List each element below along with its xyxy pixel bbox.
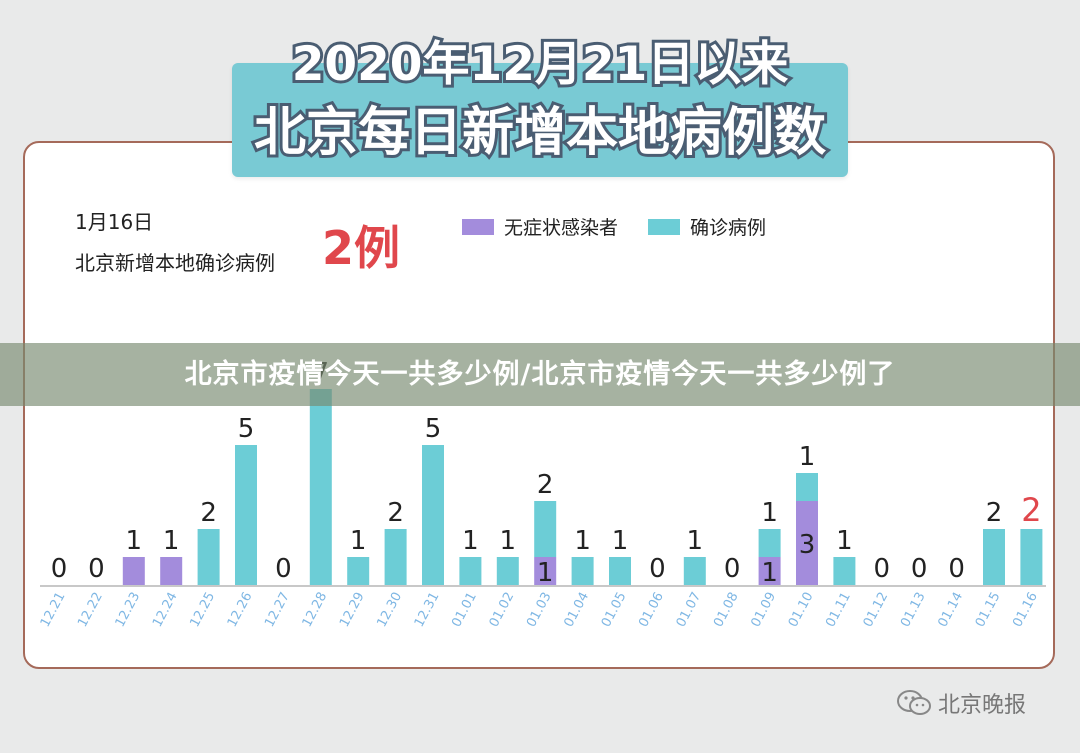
- x-tick-label: 01.05: [599, 590, 630, 630]
- data-label: 5: [425, 414, 442, 444]
- data-label: 1: [500, 526, 517, 556]
- data-label: 1: [350, 526, 367, 556]
- date-label: 1月16日: [75, 210, 154, 234]
- data-label: 0: [911, 554, 928, 584]
- legend-item-asymptomatic: 无症状感染者: [462, 213, 618, 240]
- data-label: 2: [387, 498, 404, 528]
- x-tick-label: 01.10: [786, 590, 817, 630]
- data-label: 0: [874, 554, 891, 584]
- data-label: 1: [761, 498, 778, 528]
- legend-swatch-confirmed: [648, 218, 681, 235]
- legend-label-confirmed: 确诊病例: [690, 217, 767, 239]
- x-tick-label: 01.13: [898, 590, 929, 630]
- data-label: 1: [612, 526, 629, 556]
- title-box: 2020年12月21日以来 北京每日新增本地病例数: [232, 34, 848, 177]
- data-label-asymptomatic: 3: [799, 530, 816, 560]
- x-tick-label: 12.28: [300, 590, 331, 630]
- data-label: 0: [948, 554, 965, 584]
- x-tick-label: 01.04: [561, 590, 592, 630]
- x-tick-label: 12.23: [113, 590, 144, 630]
- x-tick-label: 01.16: [1010, 590, 1041, 630]
- data-label: 1: [126, 526, 143, 556]
- title-line-1: 2020年12月21日以来: [289, 34, 792, 95]
- bar-asymptomatic: [796, 501, 818, 585]
- x-tick-label: 01.06: [636, 590, 667, 630]
- highlight-count: 2例: [322, 221, 401, 275]
- data-label: 1: [462, 526, 479, 556]
- bar-confirmed: [534, 501, 557, 557]
- bar-confirmed: [459, 557, 482, 585]
- bar-confirmed: [796, 473, 818, 501]
- data-label: 5: [238, 414, 255, 444]
- x-tick-label: 12.26: [225, 590, 256, 630]
- data-label-asymptomatic: 1: [761, 558, 778, 588]
- bar-confirmed: [683, 557, 706, 585]
- x-tick-label: 01.07: [674, 590, 705, 630]
- bar-confirmed: [347, 557, 370, 585]
- legend-swatch-asymptomatic: [462, 218, 494, 235]
- data-label: 2: [537, 470, 554, 500]
- watermark: 北京晚报: [896, 687, 1026, 719]
- bar-confirmed: [422, 445, 444, 585]
- data-label: 0: [649, 554, 666, 584]
- data-label: 0: [275, 554, 292, 584]
- wechat-icon: [897, 690, 931, 715]
- bar-confirmed: [496, 557, 519, 585]
- x-tick-label: 12.24: [150, 590, 181, 630]
- bar-confirmed: [235, 445, 257, 585]
- x-tick-label: 01.08: [711, 590, 742, 630]
- x-tick-label: 01.03: [524, 590, 555, 630]
- data-label: 0: [724, 554, 741, 584]
- data-label: 0: [51, 554, 68, 584]
- x-tick-label: 01.09: [748, 590, 779, 630]
- x-tick-label: 01.15: [973, 590, 1004, 630]
- data-label: 1: [687, 526, 704, 556]
- x-tick-label: 12.21: [38, 590, 69, 630]
- bar-asymptomatic: [122, 557, 145, 585]
- x-tick-label: 01.12: [861, 590, 892, 630]
- data-label: 1: [574, 526, 591, 556]
- x-tick-label: 12.31: [412, 590, 443, 630]
- banner-text: 北京市疫情今天一共多少例/北京市疫情今天一共多少例了: [184, 359, 896, 390]
- bar-confirmed: [309, 389, 332, 585]
- title-line-2: 北京每日新增本地病例数: [251, 100, 829, 166]
- data-label: 1: [836, 526, 853, 556]
- bar-asymptomatic: [160, 557, 183, 585]
- bar-confirmed: [833, 557, 856, 585]
- data-label: 1: [163, 526, 180, 556]
- x-tick-label: 01.11: [823, 590, 854, 630]
- legend-item-confirmed: 确诊病例: [648, 213, 766, 240]
- data-label: 2: [986, 498, 1003, 528]
- x-tick-label: 12.27: [262, 590, 293, 630]
- data-label: 0: [88, 554, 105, 584]
- bar-asymptomatic: [534, 557, 557, 585]
- info-subtitle: 北京新增本地确诊病例: [75, 251, 275, 275]
- bar-confirmed: [571, 557, 594, 585]
- bar-confirmed: [384, 529, 407, 585]
- overlay-banner: 北京市疫情今天一共多少例/北京市疫情今天一共多少例了: [0, 343, 1080, 406]
- data-label: 1: [799, 442, 816, 472]
- chart-legend: 无症状感染者 确诊病例: [462, 213, 766, 240]
- watermark-text: 北京晚报: [938, 693, 1027, 718]
- bar-confirmed: [1020, 529, 1043, 585]
- x-tick-label: 01.01: [449, 590, 480, 630]
- legend-label-asymptomatic: 无症状感染者: [504, 217, 619, 239]
- x-tick-label: 12.29: [337, 590, 368, 630]
- x-tick-label: 01.02: [487, 590, 518, 630]
- data-label-asymptomatic: 1: [537, 558, 554, 588]
- x-tick-label: 12.25: [187, 590, 218, 630]
- bar-confirmed: [983, 529, 1005, 585]
- x-tick-label: 12.22: [75, 590, 106, 630]
- data-label: 2: [1021, 491, 1041, 529]
- bar-asymptomatic: [758, 557, 781, 585]
- x-tick-label: 12.30: [374, 590, 405, 630]
- data-label: 2: [200, 498, 217, 528]
- bar-confirmed: [197, 529, 220, 585]
- x-tick-label: 01.14: [935, 590, 966, 630]
- bar-confirmed: [609, 557, 631, 585]
- bar-confirmed: [758, 529, 781, 557]
